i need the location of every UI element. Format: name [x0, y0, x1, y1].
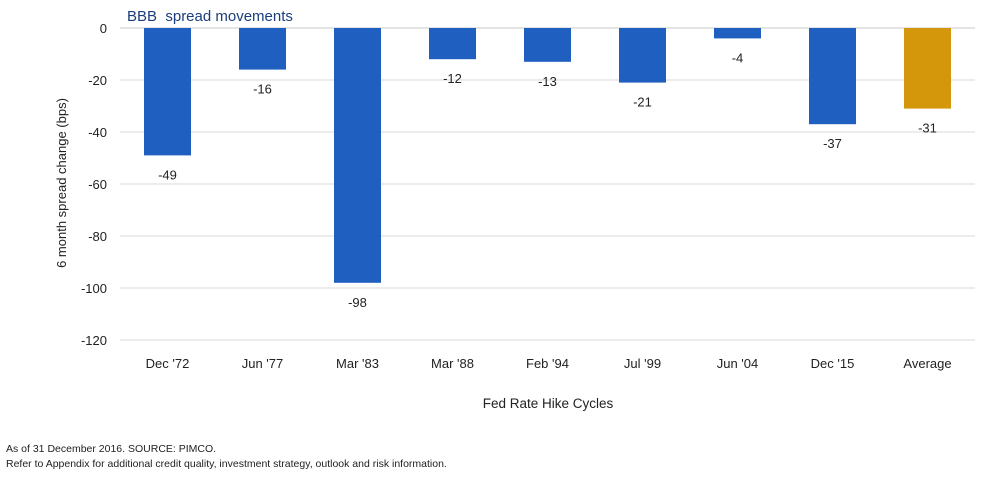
bar — [524, 28, 571, 62]
bar — [714, 28, 761, 39]
x-tick-label: Mar '83 — [336, 356, 379, 371]
data-label: -13 — [538, 74, 557, 89]
x-tick-label: Jul '99 — [624, 356, 661, 371]
y-tick-label: -20 — [88, 73, 107, 88]
data-labels: -49 -16 -98 -12 -13 -21 -4 -37 -31 — [158, 50, 937, 309]
y-axis-label: 6 month spread change (bps) — [54, 98, 69, 268]
disclaimer-footnote: Refer to Appendix for additional credit … — [6, 458, 447, 470]
y-tick-labels: 0 -20 -40 -60 -80 -100 -120 — [81, 21, 107, 348]
data-label: -16 — [253, 82, 272, 97]
x-tick-labels: Dec '72 Jun '77 Mar '83 Mar '88 Feb '94 Jul '… — [146, 356, 952, 371]
chart-title: BBB spread movements — [127, 8, 293, 25]
data-label: -12 — [443, 71, 462, 86]
bar — [239, 28, 286, 70]
x-tick-label: Jun '04 — [717, 356, 759, 371]
bar — [809, 28, 856, 125]
bar — [619, 28, 666, 83]
x-axis-label: Fed Rate Hike Cycles — [483, 396, 614, 411]
y-tick-label: -40 — [88, 125, 107, 140]
x-tick-label: Dec '15 — [811, 356, 855, 371]
x-tick-label: Feb '94 — [526, 356, 569, 371]
x-tick-label: Jun '77 — [242, 356, 284, 371]
x-tick-label: Dec '72 — [146, 356, 190, 371]
data-label: -49 — [158, 167, 177, 182]
data-label: -31 — [918, 121, 937, 136]
bar — [429, 28, 476, 60]
x-tick-label: Mar '88 — [431, 356, 474, 371]
data-label: -37 — [823, 136, 842, 151]
source-footnote: As of 31 December 2016. SOURCE: PIMCO. — [6, 443, 217, 455]
bar — [144, 28, 191, 156]
data-label: -98 — [348, 295, 367, 310]
bar — [334, 28, 381, 283]
bar-chart: 0 -20 -40 -60 -80 -100 -120 Dec '72 Jun '77 Mar … — [54, 8, 975, 411]
y-tick-label: 0 — [100, 21, 107, 36]
gridlines — [120, 27, 975, 341]
y-tick-label: -80 — [88, 229, 107, 244]
data-label: -4 — [732, 50, 744, 65]
bar-average — [904, 28, 951, 109]
y-tick-label: -100 — [81, 281, 107, 296]
data-label: -21 — [633, 95, 652, 110]
y-tick-label: -120 — [81, 333, 107, 348]
x-tick-label: Average — [903, 356, 951, 371]
bars — [144, 28, 951, 283]
y-tick-label: -60 — [88, 177, 107, 192]
